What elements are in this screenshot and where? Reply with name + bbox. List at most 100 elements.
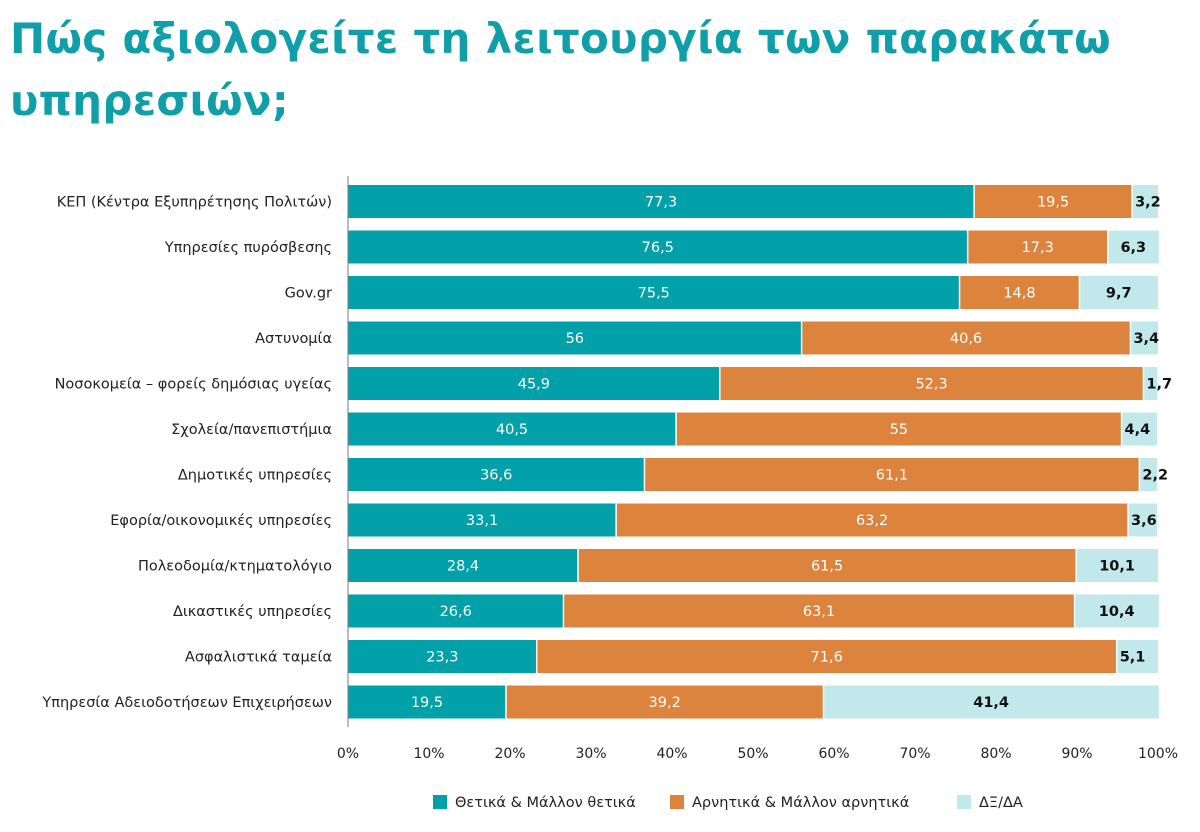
- bar-segment-dk-na: [1074, 594, 1159, 628]
- legend-swatch: [433, 795, 447, 809]
- bar-segment-positive: [348, 412, 677, 446]
- bar-segment-negative: [563, 594, 1075, 628]
- category-label: Δημοτικές υπηρεσίες: [178, 468, 332, 484]
- bar-segment-negative: [578, 549, 1077, 582]
- data-label: 75,5: [638, 286, 670, 302]
- bar-segment-positive: [348, 503, 617, 537]
- bar-segment-negative: [959, 276, 1080, 309]
- data-label: 40,5: [496, 422, 528, 438]
- category-label: Ασφαλιστικά ταμεία: [185, 650, 332, 666]
- data-label: 2,2: [1142, 468, 1168, 484]
- data-label: 4,4: [1125, 422, 1151, 438]
- bars: 77,3 19,5 3,2 76,5 17,3 6,3 75,5 14,8 9,7 56 40,6 3…: [348, 185, 1172, 719]
- data-label: 9,7: [1106, 286, 1132, 302]
- x-tick-label: 40%: [656, 746, 687, 762]
- data-label: 19,5: [411, 695, 443, 711]
- data-label: 63,1: [803, 604, 835, 620]
- category-label: Gov.gr: [285, 286, 332, 302]
- data-label: 61,5: [811, 559, 843, 575]
- bar-segment-positive: [348, 230, 968, 264]
- x-tick-label: 90%: [1061, 746, 1092, 762]
- bar-segment-negative: [801, 321, 1131, 355]
- data-label: 39,2: [649, 695, 681, 711]
- bar-segment-positive: [348, 367, 720, 400]
- data-label: 3,2: [1135, 195, 1161, 211]
- bar-segment-dk-na: [823, 685, 1159, 719]
- bar-segment-dk-na: [1143, 367, 1158, 400]
- category-label: Εφορία/οικονομικές υπηρεσίες: [110, 513, 332, 529]
- data-label: 77,3: [645, 195, 677, 211]
- data-label: 14,8: [1003, 286, 1035, 302]
- data-label: 61,1: [876, 468, 908, 484]
- data-label: 56: [566, 331, 584, 347]
- data-label: 23,3: [426, 650, 458, 666]
- bar-segment-negative: [967, 230, 1108, 264]
- data-label: 40,6: [950, 331, 982, 347]
- bar-segment-positive: [348, 276, 960, 309]
- x-tick-label: 70%: [899, 746, 930, 762]
- category-label: Νοσοκομεία – φορείς δημόσιας υγείας: [55, 377, 332, 393]
- legend-label: ΔΞ/ΔΑ: [979, 795, 1023, 811]
- legend-swatch: [670, 795, 684, 809]
- data-label: 3,6: [1131, 513, 1157, 529]
- category-label: Δικαστικές υπηρεσίες: [173, 604, 332, 620]
- bar-segment-dk-na: [1076, 549, 1158, 582]
- x-tick-label: 20%: [494, 746, 525, 762]
- x-tick-label: 60%: [818, 746, 849, 762]
- x-tick-label: 0%: [337, 746, 359, 762]
- x-tick-label: 100%: [1138, 746, 1178, 762]
- x-axis: 0% 10% 20% 30% 40% 50% 60% 70% 80% 90% 100%: [337, 176, 1178, 762]
- data-label: 28,4: [447, 559, 479, 575]
- data-label: 10,1: [1099, 559, 1135, 575]
- data-label: 41,4: [973, 695, 1009, 711]
- data-label: 36,6: [480, 468, 512, 484]
- bar-segment-dk-na: [1132, 185, 1158, 218]
- data-label: 55: [890, 422, 908, 438]
- bar-segment-positive: [348, 640, 537, 673]
- bar-segment-dk-na: [1139, 458, 1158, 491]
- bar-segment-dk-na: [1107, 230, 1159, 264]
- bar-segment-negative: [974, 185, 1133, 218]
- data-label: 71,6: [811, 650, 843, 666]
- bar-segment-negative: [536, 640, 1117, 673]
- bar-segment-positive: [348, 549, 579, 582]
- bar-segment-dk-na: [1130, 321, 1158, 355]
- data-label: 63,2: [856, 513, 888, 529]
- category-label: Υπηρεσία Αδειοδοτήσεων Επιχειρήσεων: [41, 695, 332, 711]
- bar-segment-negative: [616, 503, 1129, 537]
- x-tick-label: 80%: [980, 746, 1011, 762]
- bar-segment-dk-na: [1128, 503, 1158, 537]
- x-tick-label: 10%: [413, 746, 444, 762]
- category-labels: ΚΕΠ (Κέντρα Εξυπηρέτησης Πολιτών) Υπηρεσί…: [41, 195, 332, 712]
- data-label: 45,9: [518, 377, 550, 393]
- data-label: 10,4: [1099, 604, 1135, 620]
- bar-segment-dk-na: [1121, 412, 1158, 446]
- category-label: ΚΕΠ (Κέντρα Εξυπηρέτησης Πολιτών): [57, 195, 332, 211]
- data-label: 6,3: [1120, 240, 1146, 256]
- data-label: 52,3: [915, 377, 947, 393]
- data-label: 17,3: [1022, 240, 1054, 256]
- data-label: 19,5: [1037, 195, 1069, 211]
- x-tick-label: 50%: [737, 746, 768, 762]
- data-label: 3,4: [1133, 331, 1159, 347]
- legend: Θετικά & Μάλλον θετικά Αρνητικά & Μάλλον …: [433, 795, 1023, 811]
- bar-segment-dk-na: [1116, 640, 1158, 673]
- bar-segment-positive: [348, 458, 645, 491]
- legend-label: Θετικά & Μάλλον θετικά: [455, 795, 636, 811]
- bar-segment-negative: [676, 412, 1122, 446]
- chart-title: Πώς αξιολογείτε τη λειτουργία των παρακά…: [10, 14, 1111, 125]
- category-label: Υπηρεσίες πυρόσβεσης: [164, 240, 332, 256]
- bar-segment-positive: [348, 594, 564, 628]
- bar-segment-dk-na: [1079, 276, 1158, 309]
- x-tick-label: 30%: [575, 746, 606, 762]
- data-label: 26,6: [440, 604, 472, 620]
- data-label: 5,1: [1120, 650, 1146, 666]
- data-label: 33,1: [466, 513, 498, 529]
- bar-segment-negative: [644, 458, 1140, 491]
- legend-swatch: [957, 795, 971, 809]
- category-label: Πολεοδομία/κτηματολόγιο: [138, 559, 332, 575]
- data-label: 1,7: [1146, 377, 1172, 393]
- data-label: 76,5: [642, 240, 674, 256]
- bar-segment-positive: [348, 185, 975, 218]
